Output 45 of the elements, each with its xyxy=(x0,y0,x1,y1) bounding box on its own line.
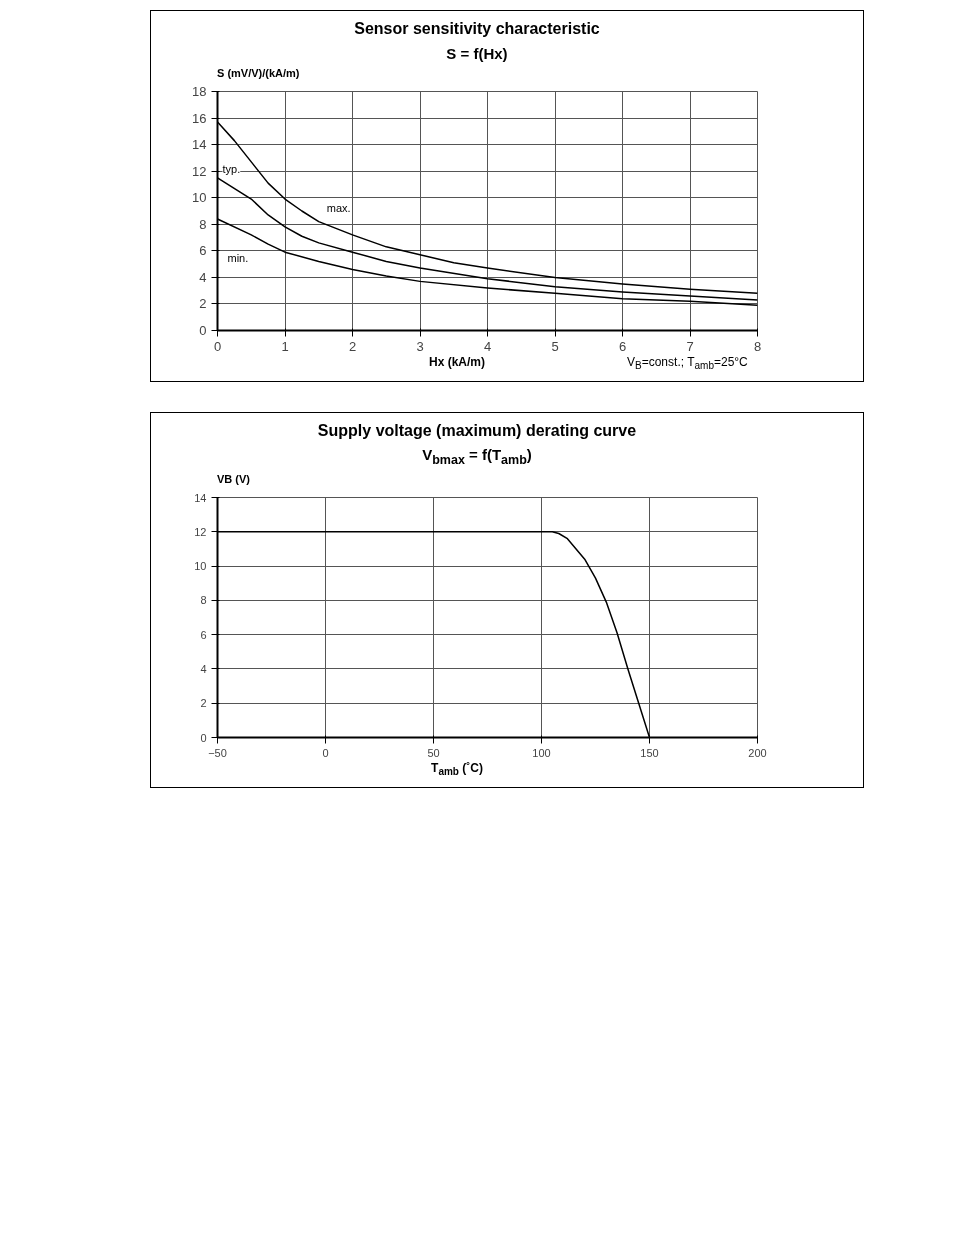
y-tick-label: 12 xyxy=(194,525,207,538)
x-tick-label: 100 xyxy=(532,746,551,759)
series-label: min. xyxy=(227,251,249,264)
y-tick-label: 2 xyxy=(199,296,207,312)
x-tick-label: 5 xyxy=(551,338,559,354)
x-tick-label: 7 xyxy=(686,338,694,354)
y-tick-label: 0 xyxy=(199,322,207,338)
y-tick-label: 2 xyxy=(200,697,207,710)
y-tick-label: 14 xyxy=(194,491,207,504)
y-tick-label: 8 xyxy=(200,594,207,607)
chart-title: Supply voltage (maximum) derating curve xyxy=(317,420,637,441)
y-tick-label: 6 xyxy=(199,243,207,259)
x-axis-title: T$_{amb}$ (˚C) xyxy=(431,760,483,780)
x-axis-title: Hx (kA/m) xyxy=(428,353,485,371)
series-label: typ. xyxy=(222,162,241,175)
y-tick-label: 8 xyxy=(199,216,207,232)
x-tick-label: 50 xyxy=(427,746,440,759)
y-tick-label: 10 xyxy=(192,190,207,206)
x-tick-label: 200 xyxy=(748,746,767,759)
y-tick-label: 10 xyxy=(194,560,207,573)
y-axis-title: S (mV/V)/(kA/m) xyxy=(217,66,300,82)
x-tick-label: 6 xyxy=(618,338,627,354)
chart-subtitle: S = f(Hx) xyxy=(446,43,508,64)
text: V$_{B}$=const.; T$_{amb}$=25°C xyxy=(627,353,748,374)
x-tick-label: 3 xyxy=(416,338,424,354)
y-tick-label: 4 xyxy=(199,269,207,285)
chart-title: Sensor sensitivity characteristic xyxy=(354,19,600,39)
x-tick-label: 2 xyxy=(348,338,357,354)
x-tick-label: 0 xyxy=(322,746,329,759)
chart-subtitle: V$_{bmax}$ = f(T$_{amb}$) xyxy=(422,445,532,470)
x-tick-label: 8 xyxy=(753,338,762,354)
x-tick-label: 150 xyxy=(640,746,659,759)
y-tick-label: 0 xyxy=(200,731,207,744)
x-tick-label: −50 xyxy=(208,746,227,759)
x-tick-label: 4 xyxy=(483,338,492,354)
y-tick-label: 6 xyxy=(200,628,207,641)
y-tick-label: 4 xyxy=(200,662,207,675)
y-tick-label: 14 xyxy=(192,137,207,153)
x-tick-label: 1 xyxy=(281,338,289,354)
y-tick-label: 16 xyxy=(192,110,207,126)
y-tick-label: 18 xyxy=(192,83,207,99)
x-tick-label: 0 xyxy=(213,338,222,354)
series-label: max. xyxy=(326,201,351,214)
y-tick-label: 12 xyxy=(192,163,207,179)
y-axis-title: VB (V) xyxy=(217,472,250,488)
